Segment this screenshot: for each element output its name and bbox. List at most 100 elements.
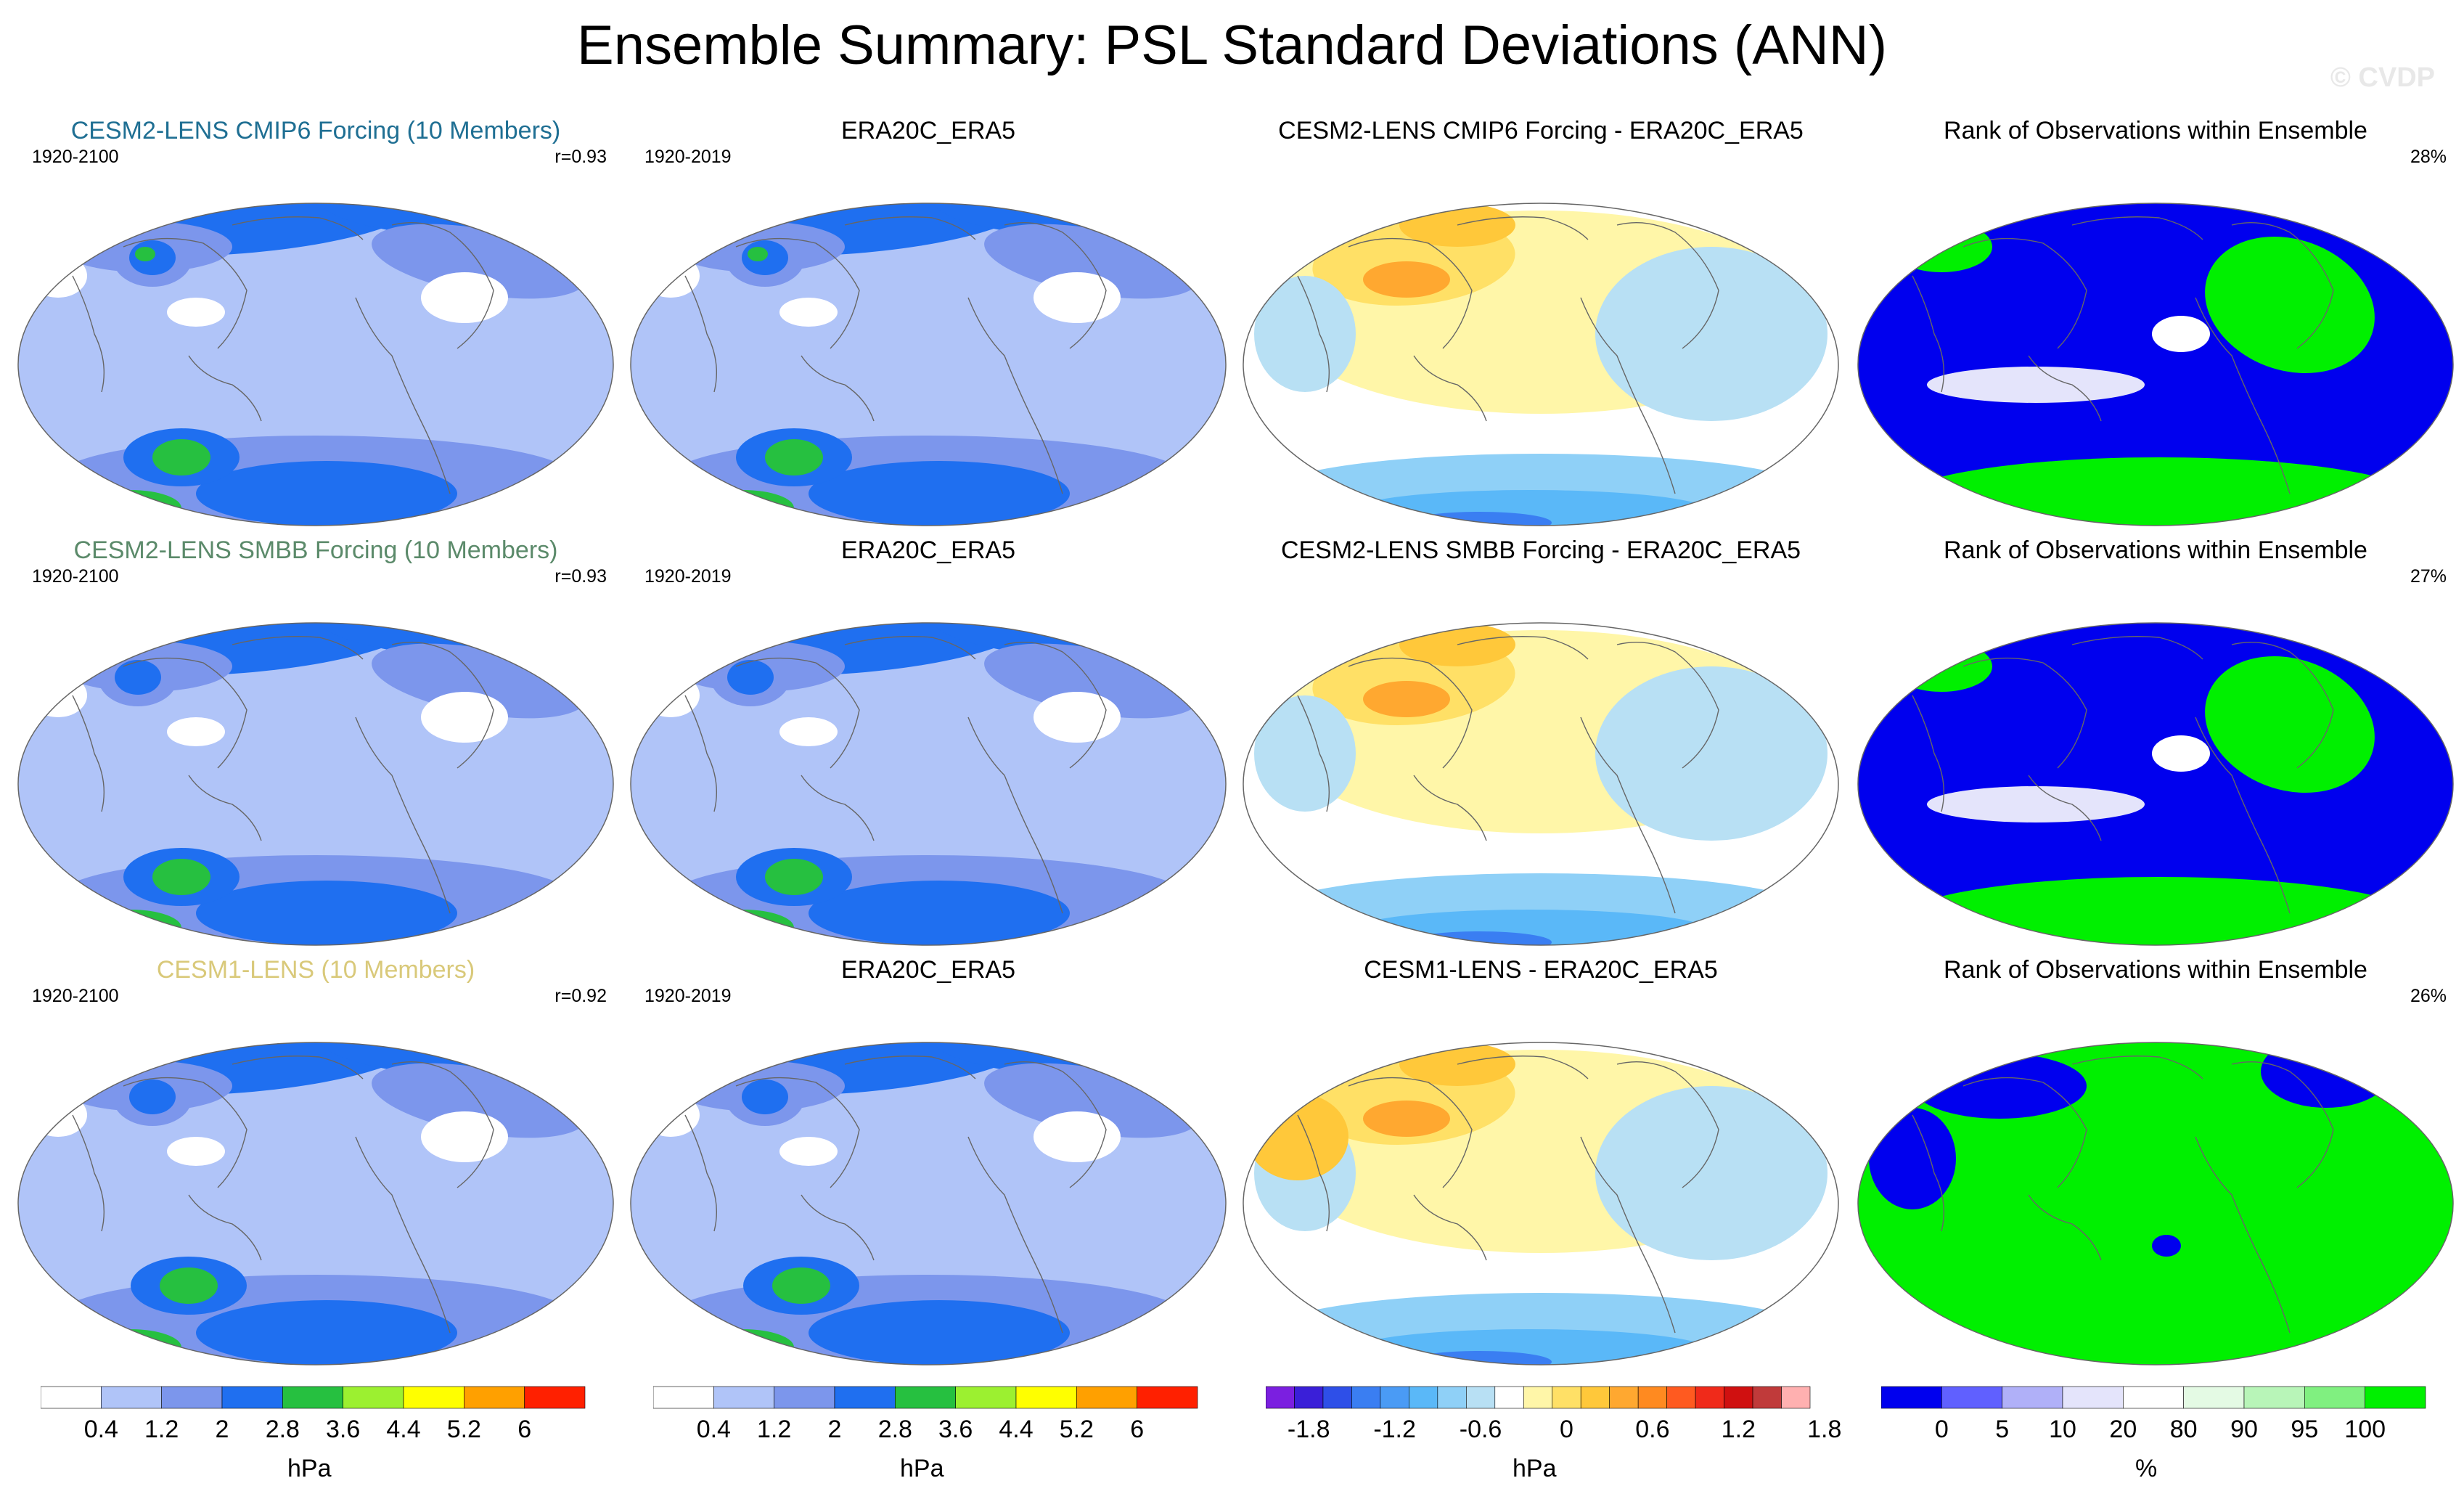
- antarctic-green: [80, 1329, 181, 1365]
- pacific-minimum: [167, 1137, 225, 1166]
- southern-ocean-core: [196, 1300, 457, 1365]
- antarctic-green: [80, 490, 181, 526]
- coastline: [2231, 222, 2334, 349]
- colorbar-swatch: [1880, 1386, 1942, 1409]
- indian-minimum: [29, 1093, 87, 1137]
- coastline: [1616, 1061, 1719, 1188]
- main-title: Ensemble Summary: PSL Standard Deviation…: [577, 15, 1887, 76]
- colorbar-tick-label: 1.2: [144, 1416, 179, 1443]
- map-diff-row3: [1243, 1042, 1839, 1365]
- colorbar-tick-label: 10: [2049, 1416, 2076, 1443]
- colorbar-swatches: [1880, 1386, 2426, 1409]
- colorbar-swatch: [713, 1386, 774, 1409]
- colorbar-swatch: [1437, 1386, 1467, 1409]
- colorbar-swatch: [1724, 1386, 1753, 1409]
- colorbar-swatch: [1580, 1386, 1610, 1409]
- map-diff-row1: [1243, 203, 1839, 526]
- map-outline: [1243, 203, 1839, 526]
- map-outline: [630, 203, 1227, 526]
- colorbar-swatch: [2123, 1386, 2184, 1409]
- coastline: [1413, 355, 1487, 422]
- colorbar-swatch: [2062, 1386, 2124, 1409]
- colorbar-swatch: [2304, 1386, 2365, 1409]
- amundsen-low-core: [765, 439, 823, 475]
- colorbar-tick-label: 0.6: [1635, 1416, 1670, 1443]
- bias-contour-3: [1363, 681, 1450, 717]
- southern-ocean-core: [809, 881, 1070, 945]
- colorbar-swatches: [40, 1386, 586, 1409]
- coastline: [232, 1056, 364, 1079]
- coastline: [684, 1114, 717, 1232]
- coastline: [123, 237, 247, 349]
- coastline: [801, 775, 875, 841]
- colorbar-tick-label: 3.6: [938, 1416, 973, 1443]
- coastline: [1580, 1136, 1676, 1334]
- coastline: [188, 355, 262, 422]
- amundsen-low-core: [152, 859, 210, 895]
- pacific-minimum: [779, 1137, 838, 1166]
- colorbar-std-2: 0.4 1.2 2 2.8 3.6 4.4 5.2 6 hPa: [652, 1385, 1248, 1482]
- panel-rank-row3: Rank of Observations within Ensemble 26%: [1854, 955, 2457, 1376]
- colorbar-tick-label: 6: [1130, 1416, 1145, 1443]
- coastline: [355, 297, 451, 494]
- colorbar-swatch: [1380, 1386, 1409, 1409]
- indian-minimum: [642, 674, 700, 717]
- southern-ocean-core: [196, 461, 457, 526]
- atlantic-minimum: [1034, 272, 1121, 323]
- mid-rank-band: [1927, 786, 2145, 822]
- colorbar-tick-label: 5.2: [446, 1416, 481, 1443]
- coastline: [391, 1061, 494, 1188]
- map-outline: [630, 1042, 1227, 1365]
- period-label: 1920-2019: [644, 986, 732, 1006]
- panel-diff-row1: CESM2-LENS CMIP6 Forcing - ERA20C_ERA5: [1240, 116, 1842, 537]
- indian-negative: [1254, 276, 1356, 392]
- coastline: [1457, 636, 1589, 660]
- colorbar-swatch: [955, 1386, 1017, 1409]
- colorbar-swatch: [1523, 1386, 1553, 1409]
- pattern-correlation: r=0.93: [554, 566, 607, 587]
- colorbar-swatch: [1494, 1386, 1524, 1409]
- coastline: [1348, 237, 1473, 349]
- panel-diff-row2: CESM2-LENS SMBB Forcing - ERA20C_ERA5: [1240, 536, 1842, 957]
- coastline: [801, 1194, 875, 1261]
- atlantic-minimum: [1034, 1111, 1121, 1162]
- aleutian-low-inner: [115, 660, 161, 695]
- coastline: [1580, 717, 1676, 914]
- colorbar-swatch: [895, 1386, 956, 1409]
- coastline: [1413, 775, 1487, 841]
- bias-contour-3: [1363, 261, 1450, 298]
- panel-diff-row3: CESM1-LENS - ERA20C_ERA5: [1240, 955, 1842, 1376]
- colorbar-swatch: [1466, 1386, 1496, 1409]
- colorbar-swatch: [2365, 1386, 2426, 1409]
- aleutian-low-inner: [742, 1079, 788, 1114]
- rank-percentage: 27%: [2410, 566, 2447, 587]
- coastline: [967, 1136, 1063, 1334]
- antarctic-core: [1407, 931, 1552, 945]
- map-outline: [1243, 622, 1839, 946]
- coastline: [2231, 642, 2334, 769]
- coastline: [844, 636, 976, 660]
- pacific-minimum: [167, 717, 225, 746]
- colorbar-swatch: [1076, 1386, 1137, 1409]
- low-rank-spot: [2152, 1235, 2181, 1257]
- coastline: [1616, 642, 1719, 769]
- colorbar-difference: -1.8 -1.2 -0.6 0 0.6 1.2 1.8 hPa: [1265, 1385, 1861, 1482]
- coastline: [1912, 275, 1944, 393]
- panel-title: CESM2-LENS SMBB Forcing (10 Members): [73, 536, 558, 564]
- period-label: 1920-2100: [32, 566, 119, 587]
- panel-title: CESM2-LENS SMBB Forcing - ERA20C_ERA5: [1280, 536, 1801, 564]
- colorbar-tick-label: 1.2: [1721, 1416, 1756, 1443]
- colorbar-tick-label: 1.8: [1807, 1416, 1842, 1443]
- coastline: [2071, 636, 2203, 660]
- coastline: [1912, 695, 1944, 812]
- indian-minimum: [29, 674, 87, 717]
- colorbar-tick-label: 0: [1560, 1416, 1573, 1443]
- antarctic-green: [80, 910, 181, 945]
- rank-percentage: 26%: [2410, 986, 2447, 1006]
- colorbar-tick-label: -1.2: [1373, 1416, 1416, 1443]
- coastline: [1297, 695, 1330, 812]
- colorbar-swatch: [1015, 1386, 1077, 1409]
- colorbar-swatch: [1265, 1386, 1295, 1409]
- panel-obs-row2: ERA20C_ERA5 1920-2019: [627, 536, 1229, 957]
- coastline: [967, 297, 1063, 494]
